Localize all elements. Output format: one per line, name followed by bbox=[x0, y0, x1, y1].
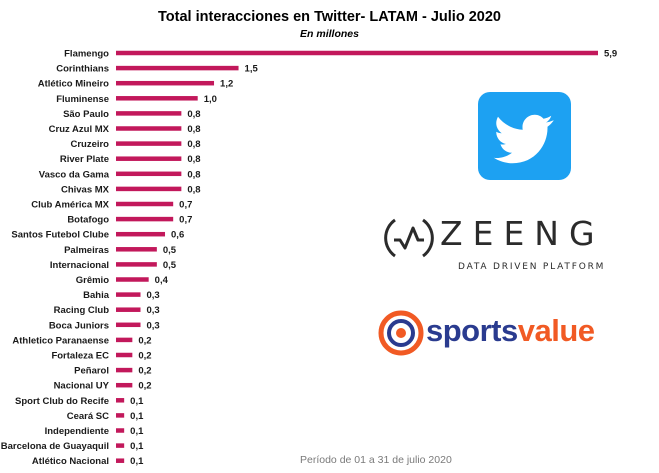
sportsvalue-word-value: value bbox=[517, 313, 595, 348]
bar bbox=[116, 50, 598, 56]
bar bbox=[116, 382, 133, 388]
value-label: 0,1 bbox=[130, 456, 144, 467]
bar bbox=[116, 428, 125, 433]
value-label: 0,8 bbox=[187, 169, 200, 180]
value-label: 1,0 bbox=[204, 94, 217, 105]
value-label: 0,5 bbox=[163, 245, 177, 256]
zeeng-tagline: DATA DRIVEN PLATFORM bbox=[458, 262, 606, 272]
category-label: Internacional bbox=[50, 260, 109, 271]
category-label: Fortaleza EC bbox=[51, 351, 109, 362]
bar bbox=[116, 277, 149, 282]
category-label: Santos Futebol Clube bbox=[11, 230, 109, 241]
value-label: 0,2 bbox=[138, 381, 151, 392]
category-label: Barcelona de Guayaquil bbox=[1, 441, 109, 452]
bar bbox=[116, 65, 239, 71]
value-label: 0,3 bbox=[147, 290, 160, 301]
bar bbox=[116, 231, 166, 237]
category-label: River Plate bbox=[60, 154, 109, 165]
bar bbox=[116, 126, 182, 131]
bar bbox=[116, 443, 125, 448]
sportsvalue-word-sports: sports bbox=[426, 313, 518, 348]
category-label: Grêmio bbox=[76, 275, 109, 286]
value-label: 0,8 bbox=[187, 154, 200, 165]
bar bbox=[116, 292, 141, 297]
category-label: Ceará SC bbox=[67, 411, 109, 422]
sportsvalue-logo: sportsvalue bbox=[378, 308, 628, 358]
value-label: 0,2 bbox=[138, 366, 151, 377]
value-label: 0,3 bbox=[147, 305, 160, 316]
value-label: 1,2 bbox=[220, 79, 233, 90]
category-label: Chivas MX bbox=[61, 184, 110, 195]
value-label: 0,7 bbox=[179, 200, 192, 211]
category-label: Nacional UY bbox=[54, 381, 110, 392]
bar bbox=[116, 186, 182, 192]
category-label: Boca Juniors bbox=[49, 320, 109, 331]
sportsvalue-mark-icon bbox=[378, 310, 424, 356]
value-label: 1,5 bbox=[245, 64, 259, 75]
value-label: 0,8 bbox=[187, 184, 200, 195]
value-label: 0,6 bbox=[171, 230, 184, 241]
period-note: Período de 01 a 31 de julio 2020 bbox=[300, 454, 452, 466]
bar bbox=[116, 398, 125, 403]
bar bbox=[116, 80, 215, 86]
value-label: 0,1 bbox=[130, 441, 144, 452]
chart-subtitle: En millones bbox=[300, 28, 359, 40]
bar bbox=[116, 201, 174, 207]
value-label: 0,1 bbox=[130, 426, 144, 437]
bar bbox=[116, 96, 198, 101]
category-label: Fluminense bbox=[56, 94, 109, 105]
category-label: Atlético Nacional bbox=[32, 456, 109, 467]
value-label: 0,8 bbox=[187, 124, 200, 135]
category-label: Racing Club bbox=[54, 305, 110, 316]
value-label: 0,7 bbox=[179, 215, 192, 226]
bar bbox=[116, 141, 182, 146]
category-label: Palmeiras bbox=[64, 245, 109, 256]
sportsvalue-wordmark: sportsvalue bbox=[426, 313, 595, 349]
bar bbox=[116, 322, 141, 328]
bar bbox=[116, 352, 133, 358]
bar bbox=[116, 247, 157, 252]
twitter-logo bbox=[478, 92, 571, 180]
bar bbox=[116, 171, 182, 177]
value-label: 0,2 bbox=[138, 351, 151, 362]
bar bbox=[116, 367, 133, 373]
category-label: Bahia bbox=[83, 290, 110, 301]
bar bbox=[116, 413, 125, 418]
category-label: Cruz Azul MX bbox=[49, 124, 110, 135]
category-label: Club América MX bbox=[31, 200, 109, 211]
value-label: 0,8 bbox=[187, 139, 200, 150]
bar bbox=[116, 216, 174, 222]
zeeng-logo: ZEENG DATA DRIVEN PLATFORM bbox=[383, 212, 623, 278]
category-label: Athletico Paranaense bbox=[12, 335, 109, 346]
twitter-bird-icon bbox=[478, 92, 571, 180]
bar bbox=[116, 111, 182, 116]
bar bbox=[116, 156, 182, 161]
category-label: Sport Club do Recife bbox=[15, 396, 109, 407]
bar bbox=[116, 262, 157, 267]
bar bbox=[116, 458, 125, 463]
value-label: 0,1 bbox=[130, 396, 144, 407]
category-label: Independiente bbox=[45, 426, 109, 437]
zeeng-mark-icon bbox=[384, 218, 434, 258]
zeeng-wordmark: ZEENG bbox=[440, 214, 605, 253]
category-label: Atlético Mineiro bbox=[38, 79, 109, 90]
value-label: 0,3 bbox=[147, 320, 160, 331]
value-label: 0,1 bbox=[130, 411, 144, 422]
category-label: Flamengo bbox=[64, 49, 109, 60]
value-label: 0,4 bbox=[155, 275, 169, 286]
bar bbox=[116, 337, 133, 343]
category-label: Vasco da Gama bbox=[39, 169, 110, 180]
bar bbox=[116, 307, 141, 312]
value-label: 5,9 bbox=[604, 49, 617, 60]
value-label: 0,5 bbox=[163, 260, 177, 271]
category-label: São Paulo bbox=[63, 109, 109, 120]
value-label: 0,2 bbox=[138, 335, 151, 346]
category-label: Peñarol bbox=[74, 366, 109, 377]
category-label: Cruzeiro bbox=[70, 139, 109, 150]
value-label: 0,8 bbox=[187, 109, 200, 120]
category-label: Corinthians bbox=[56, 64, 109, 75]
chart-title: Total interacciones en Twitter- LATAM - … bbox=[158, 9, 501, 25]
category-label: Botafogo bbox=[67, 215, 109, 226]
